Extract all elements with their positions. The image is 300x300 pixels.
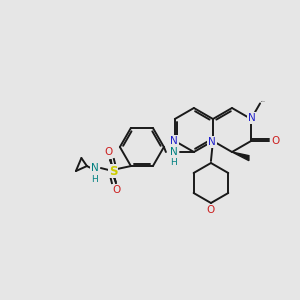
Text: O: O xyxy=(113,185,121,195)
Polygon shape xyxy=(232,152,249,161)
Text: methyl: methyl xyxy=(261,101,266,102)
Text: O: O xyxy=(105,147,113,157)
Text: N: N xyxy=(91,163,99,173)
Text: S: S xyxy=(109,165,117,178)
Text: N: N xyxy=(248,113,256,123)
Text: N: N xyxy=(170,147,178,157)
Text: O: O xyxy=(207,205,215,215)
Text: N: N xyxy=(170,136,178,146)
Text: O: O xyxy=(271,136,279,146)
Text: H: H xyxy=(170,158,177,167)
Text: H: H xyxy=(92,175,98,184)
Text: N: N xyxy=(208,137,216,147)
